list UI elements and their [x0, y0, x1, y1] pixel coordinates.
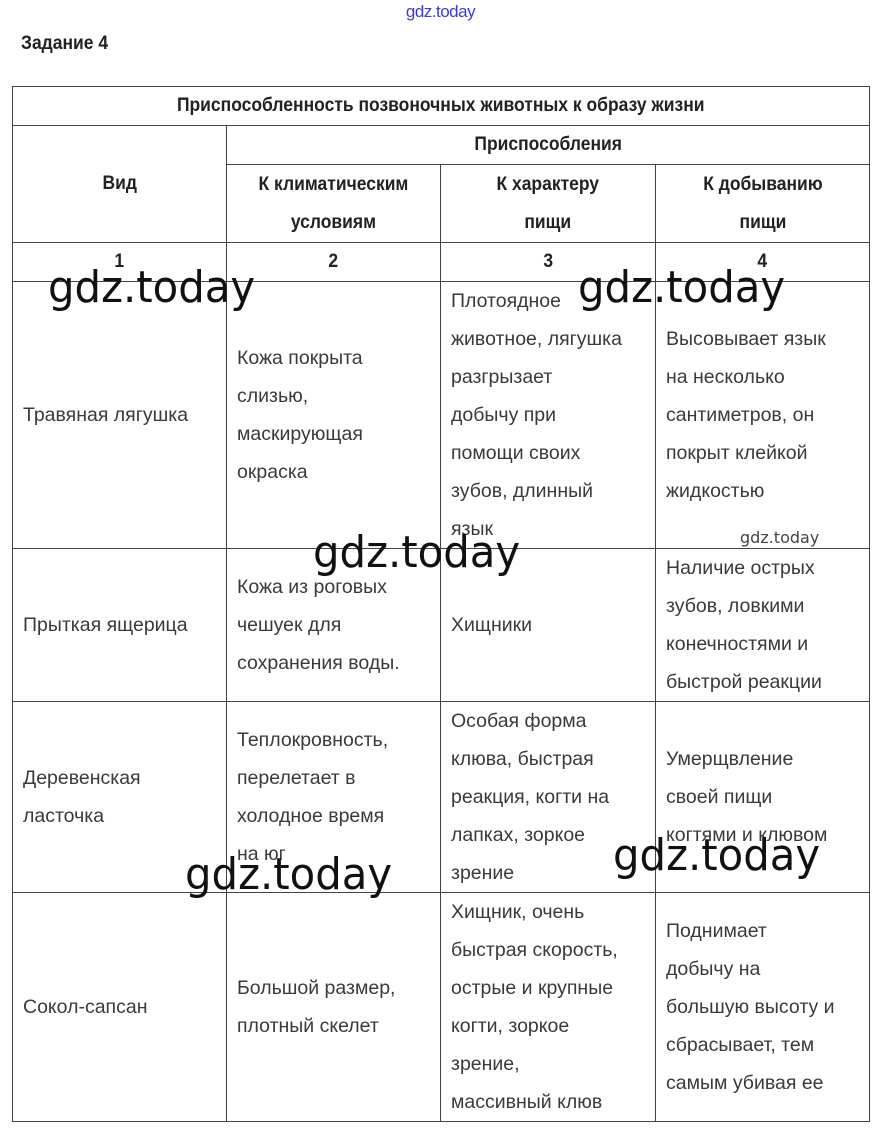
cell-species: Прыткая ящерица: [12, 548, 227, 702]
header-food: К характеру пищи: [440, 164, 656, 243]
column-number: 4: [654, 242, 871, 282]
cell-getting-food: Высовывает язык на несколько сантиметров…: [654, 281, 871, 549]
table-row: Прыткая ящерица Кожа из роговых чешуек д…: [12, 548, 871, 702]
table-row: Травяная лягушка Кожа покрыта слизью, ма…: [12, 281, 871, 549]
adaptation-table: Приспособленность позвоночных животных к…: [11, 86, 871, 1122]
column-number: 1: [12, 242, 227, 282]
table-row: Деревенская ласточка Теплокровность, пер…: [12, 701, 871, 893]
cell-climate: Кожа покрыта слизью, маскирующая окраска: [226, 281, 441, 549]
watermark-small: gdz.today: [740, 528, 820, 547]
cell-food: Плотоядное животное, лягушка разгрызает …: [440, 281, 656, 549]
cell-species: Сокол-сапсан: [12, 892, 227, 1122]
task-title: Задание 4: [21, 33, 109, 54]
watermark-top: gdz.today: [405, 2, 476, 21]
table-title: Приспособленность позвоночных животных к…: [11, 86, 871, 126]
cell-food: Хищники: [440, 548, 656, 702]
cell-species: Травяная лягушка: [12, 281, 227, 549]
cell-food: Хищник, очень быстрая скорость, острые и…: [440, 892, 656, 1122]
cell-climate: Теплокровность, перелетает в холодное вр…: [226, 701, 441, 893]
cell-getting-food: Наличие острых зубов, ловкими конечностя…: [654, 548, 871, 702]
header-climate: К климатическим условиям: [226, 164, 441, 243]
header-getting-food: К добыванию пищи: [654, 164, 871, 243]
column-number: 2: [226, 242, 441, 282]
column-number: 3: [440, 242, 656, 282]
header-species: Вид: [12, 125, 227, 243]
cell-getting-food: Поднимает добычу на большую высоту и сбр…: [654, 892, 871, 1122]
cell-climate: Кожа из роговых чешуек для сохранения во…: [226, 548, 441, 702]
cell-food: Особая форма клюва, быстрая реакция, ког…: [440, 701, 656, 893]
cell-climate: Большой размер, плотный скелет: [226, 892, 441, 1122]
header-adaptations: Приспособления: [225, 125, 871, 165]
table-row: Сокол-сапсан Большой размер, плотный ске…: [12, 892, 871, 1122]
cell-getting-food: Умерщвление своей пищи когтями и клювом: [654, 701, 871, 893]
cell-species: Деревенская ласточка: [12, 701, 227, 893]
